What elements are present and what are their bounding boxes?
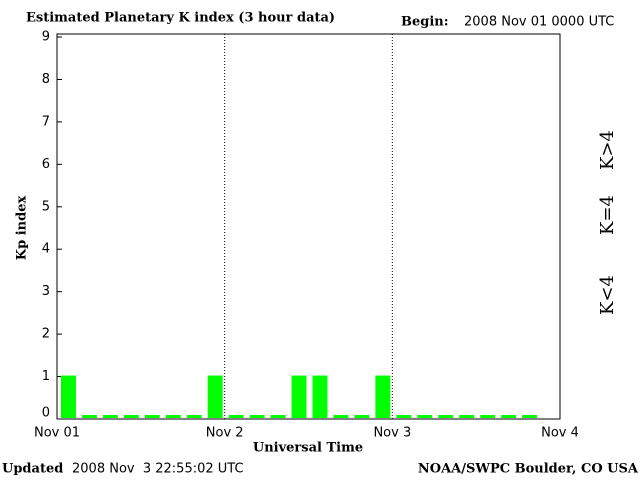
bar	[102, 415, 118, 418]
bar	[312, 375, 328, 418]
bar	[165, 415, 181, 418]
y-tick-label: 6	[42, 157, 50, 172]
begin-label: Begin:	[401, 15, 449, 30]
begin-date: 2008 Nov 01 0000 UTC	[464, 15, 614, 30]
y-tick-label: 4	[42, 242, 50, 257]
x-tick-label: Nov 4	[541, 426, 579, 441]
bar	[417, 415, 433, 418]
updated-label: Updated	[2, 462, 63, 477]
bar	[459, 415, 475, 418]
bar	[228, 415, 244, 418]
bar	[144, 415, 160, 418]
bar	[123, 415, 139, 418]
bar	[186, 415, 202, 418]
legend-label: K<4	[597, 275, 618, 315]
y-tick-label: 2	[42, 327, 50, 342]
bar	[375, 375, 391, 418]
x-tick-label: Nov 2	[206, 426, 244, 441]
chart-title: Estimated Planetary K index (3 hour data…	[26, 11, 335, 26]
bar	[333, 415, 349, 418]
x-tick-label: Nov 01	[34, 426, 80, 441]
bar	[207, 375, 223, 418]
bar	[522, 415, 538, 418]
bar	[438, 415, 454, 418]
y-tick-label: 0	[42, 406, 50, 421]
bar	[480, 415, 496, 418]
updated-date: 2008 Nov 3 22:55:02 UTC	[72, 462, 244, 477]
bar	[61, 375, 76, 418]
bar	[291, 375, 307, 418]
x-tick-label: Nov 3	[373, 426, 411, 441]
x-axis-label: Universal Time	[253, 441, 363, 456]
bar	[249, 415, 265, 418]
source: NOAA/SWPC Boulder, CO USA	[418, 462, 639, 477]
y-tick-label: 1	[42, 369, 50, 384]
y-tick-label: 8	[42, 72, 50, 87]
y-axis-label: Kp index	[15, 196, 30, 261]
y-tick-label: 9	[42, 30, 50, 45]
bar	[396, 415, 412, 418]
bar	[270, 415, 286, 418]
bar	[501, 415, 517, 418]
y-tick-label: 7	[42, 114, 50, 129]
legend-label: K=4	[597, 195, 618, 235]
plot-frame	[56, 33, 561, 420]
bar	[81, 415, 97, 418]
bar	[354, 415, 370, 418]
y-tick-label: 3	[42, 284, 50, 299]
legend-label: K>4	[597, 130, 618, 170]
y-tick-label: 5	[42, 199, 50, 214]
